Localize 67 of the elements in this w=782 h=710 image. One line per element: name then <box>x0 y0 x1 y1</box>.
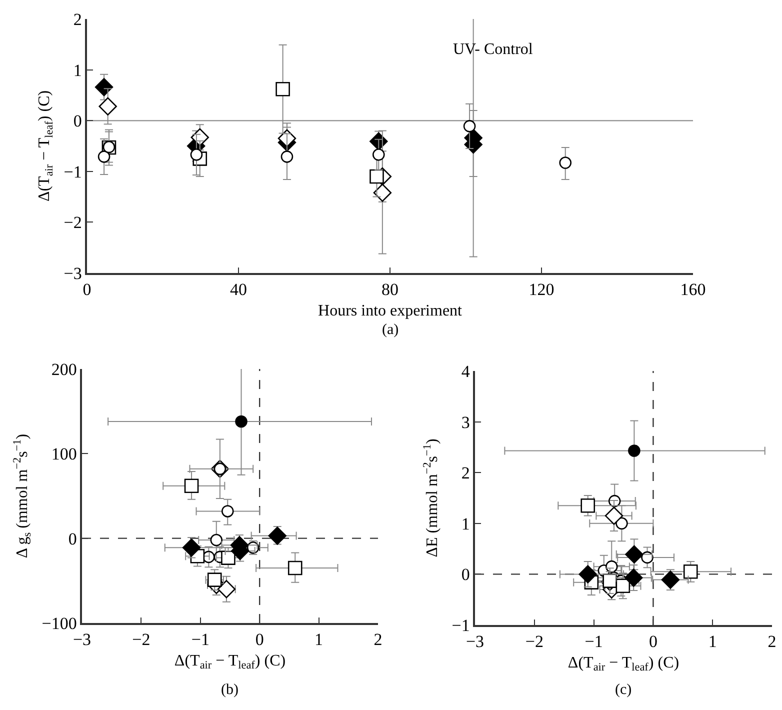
y-tick-label: 1 <box>461 514 470 534</box>
y-tick-label: −1 <box>452 616 470 635</box>
point <box>235 415 248 428</box>
y-tick-label: 0 <box>73 112 82 131</box>
point <box>373 184 392 202</box>
point <box>370 169 384 184</box>
x-axis-title: Hours into experiment <box>318 302 463 320</box>
point <box>624 568 643 587</box>
y-tick-label: 0 <box>68 529 77 548</box>
x-tick-label: 0 <box>648 632 658 652</box>
point <box>372 148 385 161</box>
text: (b) <box>221 682 238 698</box>
y-tick-label: −2 <box>64 213 82 232</box>
y-tick-label: 3 <box>461 412 470 432</box>
x-tick-label: −1 <box>191 630 210 650</box>
x-tick-label: 160 <box>680 280 706 300</box>
point <box>661 570 680 589</box>
y-tick-label: 4 <box>461 362 470 381</box>
y-tick-label: 2 <box>73 10 82 29</box>
point <box>280 150 294 163</box>
text: (a) <box>382 322 399 338</box>
x-tick-label: 2 <box>374 630 382 650</box>
point <box>276 82 290 96</box>
point <box>616 517 628 530</box>
x-tick-label: 1 <box>314 630 324 650</box>
point <box>182 538 201 557</box>
x-tick-label: −2 <box>132 630 150 650</box>
y-tick-label: −1 <box>64 162 82 182</box>
x-tick-label: 120 <box>528 280 554 300</box>
y-tick-label: −3 <box>64 264 82 283</box>
point <box>98 97 117 116</box>
x-axis-title: Δ(T$_{air}$ − T$_{leaf}$) (C) <box>568 654 680 674</box>
point <box>210 534 223 546</box>
point <box>616 578 630 594</box>
point <box>628 444 640 457</box>
point <box>217 580 236 598</box>
point <box>604 506 624 525</box>
point <box>221 505 234 518</box>
point <box>268 526 286 545</box>
x-axis-title: Δ(T$_{air}$ − T$_{leaf}$) (C) <box>174 652 286 672</box>
y-tick-label: 0 <box>461 565 470 584</box>
point <box>288 560 302 576</box>
point <box>580 498 596 513</box>
x-tick-label: 80 <box>382 280 398 300</box>
x-tick-label: −2 <box>525 632 544 652</box>
y-tick-label: 1 <box>73 60 82 80</box>
point <box>625 545 644 564</box>
annotation: UV- Control <box>453 41 534 58</box>
point <box>578 565 597 584</box>
point <box>98 150 110 163</box>
text: (c) <box>615 682 632 698</box>
x-tick-label: 40 <box>230 280 247 300</box>
y-tick-label: 200 <box>51 360 77 379</box>
point <box>184 478 199 493</box>
y-tick-label: −100 <box>42 614 77 633</box>
x-tick-label: −1 <box>584 632 603 652</box>
point <box>221 550 236 565</box>
y-tick-label: 2 <box>461 464 470 483</box>
point <box>559 156 572 169</box>
point <box>683 564 698 579</box>
point <box>94 78 114 96</box>
y-tick-label: 100 <box>51 444 77 464</box>
x-tick-label: 0 <box>255 630 264 650</box>
x-tick-label: 1 <box>708 632 717 652</box>
x-tick-label: 2 <box>768 632 776 652</box>
point <box>463 120 476 132</box>
point <box>190 148 203 161</box>
